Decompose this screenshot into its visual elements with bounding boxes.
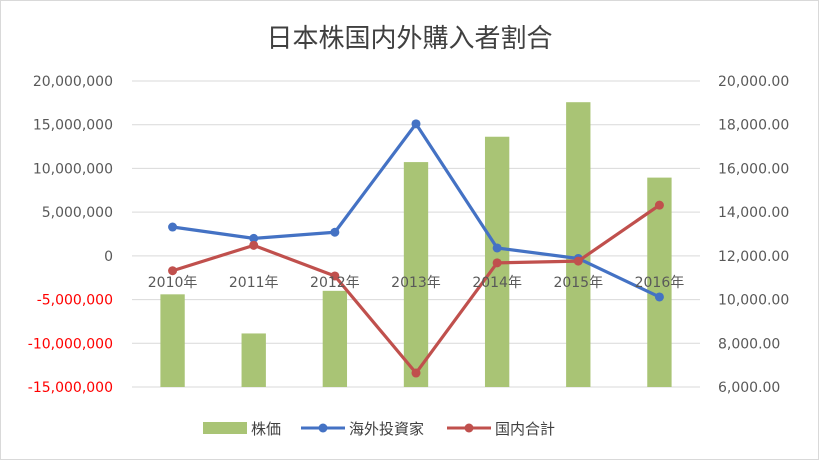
data-point [330,271,340,281]
data-point [249,240,259,250]
legend-item: 株価 [203,420,281,438]
legend: 株価 海外投資家 国内合計 [203,420,555,438]
category-label: 2016年 [635,275,685,291]
data-point [411,368,421,378]
data-point [654,200,664,210]
legend-item: 国内合計 [447,420,555,438]
data-point [411,119,421,129]
bar [160,294,185,387]
secondary-tick-label: 8,000.00 [718,336,780,352]
data-point [330,227,340,237]
primary-tick-label: -10,000,000 [28,336,113,352]
data-point [492,258,502,268]
category-label: 2011年 [229,275,279,291]
primary-tick-label: -15,000,000 [28,380,113,396]
category-label: 2013年 [391,275,441,291]
legend-marker [318,423,328,433]
category-label: 2014年 [472,275,522,291]
primary-tick-label: 5,000,000 [42,205,113,221]
secondary-tick-label: 20,000.00 [718,74,789,90]
legend-label: 株価 [251,420,281,438]
bar [566,102,591,388]
line-series [168,119,664,378]
secondary-tick-label: 18,000.00 [718,118,789,134]
data-point [654,292,664,302]
primary-tick-label: 0 [104,249,113,265]
data-point [492,243,502,253]
category-label: 2015年 [553,275,603,291]
primary-axis-ticks: -15,000,000 -10,000,000 -5,000,000 0 5,000,0… [28,74,113,396]
chart-title: 日本株国内外購入者割合 [266,24,553,54]
legend-label: 海外投資家 [349,420,424,438]
line-series-domestic [168,200,664,378]
data-point [573,256,583,266]
bar [241,333,266,387]
legend-marker [464,423,474,433]
bar-series-kabuka [160,102,672,388]
primary-tick-label: -5,000,000 [37,293,113,309]
primary-tick-label: 10,000,000 [33,161,113,177]
secondary-tick-label: 16,000.00 [718,161,789,177]
legend-item: 海外投資家 [301,420,424,438]
primary-tick-label: 15,000,000 [33,118,113,134]
secondary-tick-label: 10,000.00 [718,293,789,309]
category-labels: 2010年 2011年 2012年 2013年 2014年 2015年 2016年 [148,275,684,291]
data-point [168,266,178,276]
legend-label: 国内合計 [495,420,555,438]
bar [322,290,348,387]
category-label: 2010年 [148,275,198,291]
secondary-tick-label: 6,000.00 [718,380,780,396]
data-point [249,233,259,243]
category-label: 2012年 [310,275,360,291]
secondary-tick-label: 12,000.00 [718,249,789,265]
primary-tick-label: 20,000,000 [33,74,113,90]
secondary-axis-ticks: 6,000.00 8,000.00 10,000.00 12,000.00 14,000… [718,74,789,396]
legend-swatch [203,422,247,434]
data-point [168,222,178,232]
bar [403,162,429,387]
secondary-tick-label: 14,000.00 [718,205,789,221]
